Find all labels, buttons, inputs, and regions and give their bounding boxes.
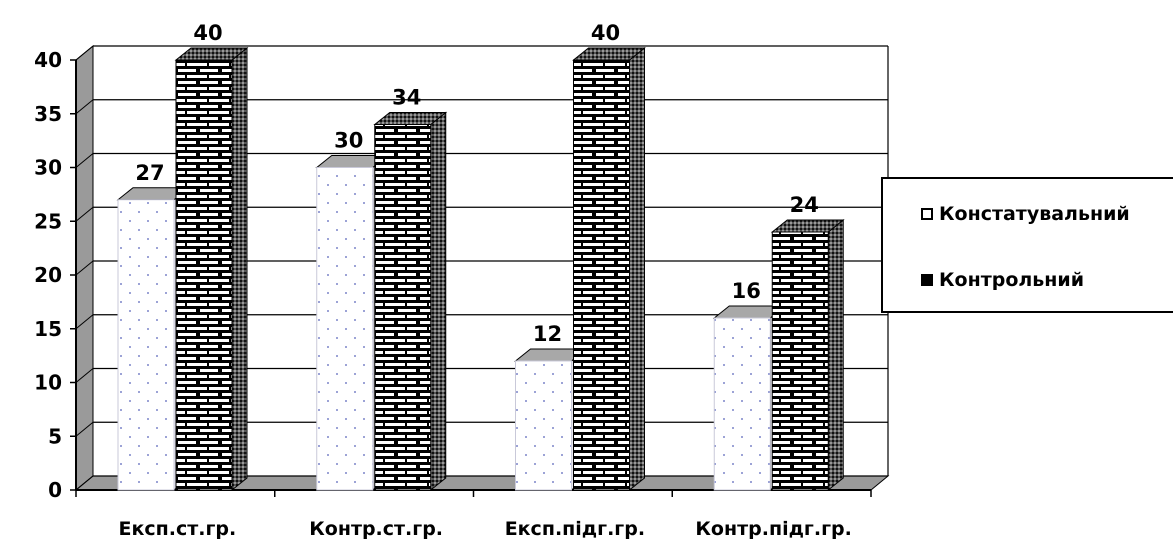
- y-tick-label: 40: [34, 48, 62, 72]
- gridline-diag: [75, 314, 94, 330]
- bar-side: [231, 46, 248, 492]
- bar: [771, 231, 829, 491]
- data-label: 27: [135, 161, 164, 185]
- legend-item-series-1: Констатувальний: [921, 203, 1130, 225]
- x-tick-label: Експ.ст.гр.: [119, 518, 237, 540]
- gridline-diag: [75, 206, 94, 222]
- gridline-diag: [75, 475, 94, 491]
- gridline-diag: [75, 99, 94, 115]
- y-tick-label: 25: [34, 209, 62, 233]
- data-label: 16: [732, 279, 761, 303]
- bar: [713, 317, 771, 491]
- y-tick-label: 30: [34, 156, 62, 180]
- data-label: 34: [392, 86, 421, 110]
- bar-side: [827, 218, 844, 492]
- gridline-diag: [75, 260, 94, 276]
- legend-swatch-series-1: [921, 208, 933, 220]
- gridline-diag: [75, 368, 94, 383]
- bar-side: [629, 46, 645, 492]
- y-tick-label: 5: [48, 424, 62, 448]
- gridline-diag: [75, 153, 94, 168]
- legend-label-series-2: Контрольний: [939, 269, 1085, 291]
- x-tick-label: Контр.підг.гр.: [695, 518, 851, 540]
- y-tick-label: 35: [34, 102, 62, 126]
- bar: [316, 167, 374, 491]
- bar: [117, 199, 175, 491]
- legend-swatch-series-2: [921, 274, 933, 286]
- y-tick-label: 20: [34, 263, 62, 287]
- x-tick-label: Контр.ст.гр.: [309, 518, 443, 540]
- data-label: 40: [591, 21, 620, 45]
- legend-item-series-2: Контрольний: [921, 269, 1084, 291]
- bar: [573, 59, 630, 491]
- data-label: 12: [533, 322, 562, 346]
- y-tick-label: 0: [48, 478, 62, 502]
- chart-legend: Констатувальний Контрольний: [881, 177, 1173, 313]
- x-tick-label: Експ.підг.гр.: [505, 518, 645, 540]
- bar: [374, 124, 432, 491]
- data-label: 40: [193, 21, 222, 45]
- bar: [175, 59, 233, 491]
- gridline-diag: [75, 421, 94, 437]
- data-label: 24: [790, 193, 819, 217]
- y-tick-label: 10: [34, 371, 62, 395]
- bar: [515, 360, 572, 491]
- legend-label-series-1: Констатувальний: [939, 203, 1130, 225]
- data-label: 30: [334, 129, 363, 153]
- bar-side: [430, 111, 447, 492]
- y-tick-label: 15: [34, 317, 62, 341]
- gridline-diag: [75, 45, 94, 61]
